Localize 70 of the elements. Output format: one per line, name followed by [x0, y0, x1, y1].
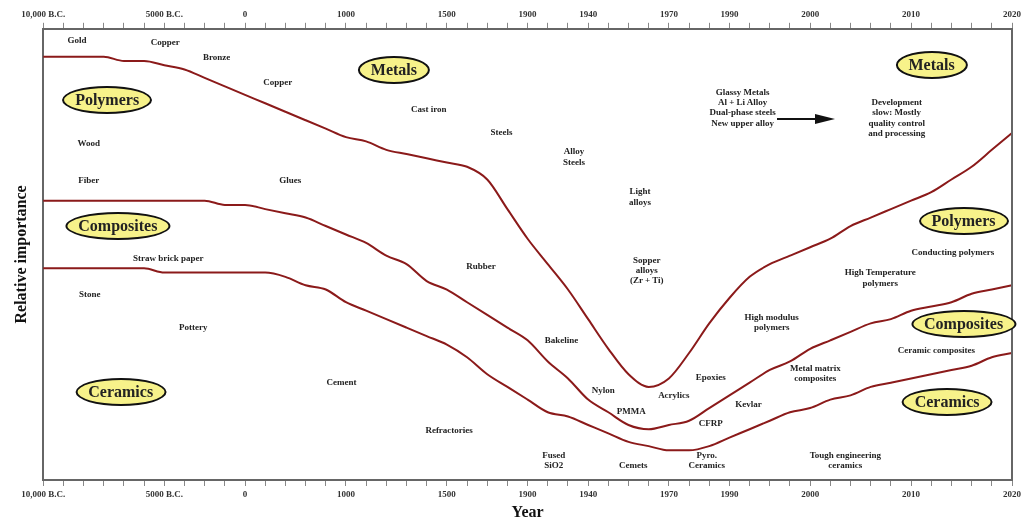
annotation: Cast iron	[410, 103, 447, 114]
annotation: Polymers	[62, 85, 153, 114]
category-label: 2010	[902, 8, 921, 19]
annotation: Stone	[78, 288, 101, 300]
annotation: Kevlar	[735, 399, 762, 410]
x-tick-label: 10,000 B.C.	[21, 488, 66, 499]
annotation: Tough engineering ceramics	[809, 449, 882, 471]
annotation: Fused SiO2	[542, 449, 566, 471]
annotation: Alloy Steels	[563, 146, 586, 167]
category-label: 1900	[518, 8, 537, 19]
annotation: Bakeline	[544, 334, 579, 346]
annotation: Ceramic composites	[897, 344, 976, 356]
x-tick-label: 1990	[720, 488, 739, 499]
annotation: Straw brick paper	[132, 252, 204, 263]
annotation: Sopper alloys (Zr + Ti)	[629, 255, 664, 287]
annotation: Nylon	[591, 384, 615, 395]
annotation: Glues	[279, 175, 302, 186]
annotation: Rubber	[466, 260, 496, 271]
annotation: CFRP	[698, 417, 723, 428]
annotation: Metal matrix composites	[789, 362, 841, 384]
text: Copper	[150, 37, 180, 48]
x-tick-label: 1500	[437, 488, 457, 499]
category-label: 1500	[437, 8, 456, 19]
category-label: 0	[242, 8, 248, 19]
x-tick-label: 1900	[518, 488, 538, 499]
annotation: Composites	[910, 310, 1017, 339]
category-label: 1940	[579, 8, 598, 19]
x-tick-label: 2010	[902, 488, 921, 499]
annotation: Metals	[895, 51, 968, 80]
category-label: 1990	[720, 8, 739, 19]
x-tick-label: 1970	[659, 488, 679, 499]
category-label: 1970	[659, 8, 678, 19]
annotation: Ceramics	[75, 377, 167, 406]
annotation: Cement	[326, 376, 357, 388]
annotation: PMMA	[616, 406, 646, 417]
annotation: Acrylics	[658, 389, 690, 400]
x-tick-label: 1000	[336, 488, 356, 499]
annotation: High modulus polymers	[744, 311, 799, 333]
category-label: 10,000 B.C.	[21, 8, 66, 19]
x-tick-label: 1940	[579, 488, 598, 499]
annotation: Glassy Metals Al + Li Alloy Dual-phase steels New upper alloy	[709, 87, 776, 129]
x-tick-label: 2020	[1003, 488, 1022, 499]
category-label: 2020	[1003, 8, 1021, 19]
annotation: Epoxies	[695, 371, 726, 383]
annotation: Conducting polymers	[911, 246, 995, 258]
y-axis-title: Relative importance	[11, 185, 30, 324]
annotation: Metals	[357, 56, 430, 85]
text: Gold	[67, 34, 87, 46]
annotation: Light alloys	[628, 185, 651, 207]
annotation: Copper	[263, 76, 293, 88]
annotation: Composites	[65, 211, 171, 240]
annotation: Development slow: Mostly quality control and processing	[868, 97, 926, 139]
category-label: 5000 B.C.	[145, 8, 183, 19]
annotation: Pottery	[179, 321, 208, 333]
annotation: Bronze	[202, 51, 231, 62]
annotation: High Temperature polymers	[844, 267, 916, 288]
x-tick-label: 0	[242, 488, 248, 499]
annotation: Pyro. Ceramics	[688, 449, 726, 471]
x-tick-label: 5000 B.C.	[145, 488, 183, 499]
x-tick-label: 2000	[801, 488, 820, 499]
x-axis-title: Year	[511, 502, 544, 520]
annotation: Cemets	[618, 459, 648, 471]
annotation: Steels	[490, 126, 513, 137]
annotation: Fiber	[78, 174, 100, 185]
category-label: 2000	[801, 8, 820, 19]
annotation: Ceramics	[901, 387, 993, 416]
annotation: Wood	[77, 137, 100, 149]
annotation: Refractories	[425, 425, 473, 436]
category-label: 1000	[336, 8, 355, 19]
annotation: Polymers	[918, 206, 1009, 235]
